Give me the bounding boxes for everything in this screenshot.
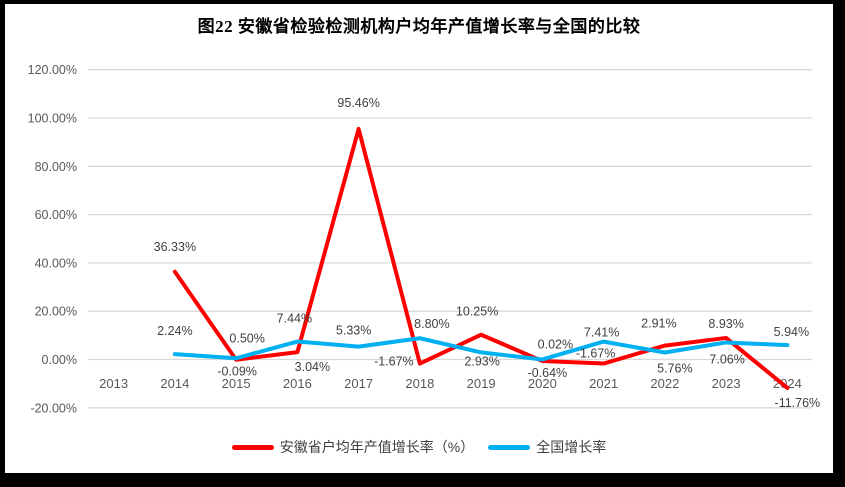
y-axis-tick-label: 100.00% bbox=[28, 112, 77, 126]
x-axis-tick-label: 2021 bbox=[589, 376, 618, 391]
x-axis-tick-label: 2015 bbox=[222, 376, 251, 391]
x-axis-tick-label: 2022 bbox=[650, 376, 679, 391]
data-point-label: 8.93% bbox=[708, 317, 743, 331]
legend-item-national: 全国增长率 bbox=[488, 437, 606, 457]
data-point-label: 5.76% bbox=[657, 362, 692, 376]
data-point-label: 5.94% bbox=[774, 325, 809, 339]
y-axis-tick-label: 60.00% bbox=[35, 208, 77, 222]
y-axis-tick-label: 80.00% bbox=[35, 160, 77, 174]
x-axis-tick-label: 2020 bbox=[528, 376, 557, 391]
chart-title: 图22 安徽省检验检测机构户均年产值增长率与全国的比较 bbox=[197, 17, 641, 36]
national-legend-label: 全国增长率 bbox=[536, 439, 607, 455]
data-point-label: 7.41% bbox=[584, 326, 619, 340]
data-point-label: 36.33% bbox=[154, 240, 196, 254]
y-axis-tick-label: -20.00% bbox=[30, 401, 77, 415]
data-point-label: -1.67% bbox=[374, 355, 414, 369]
legend: 安徽省户均年产值增长率（%） 全国增长率 bbox=[5, 437, 833, 457]
data-point-label: 2.24% bbox=[157, 324, 192, 338]
x-axis-tick-label: 2014 bbox=[160, 376, 189, 391]
x-axis-tick-label: 2017 bbox=[344, 376, 373, 391]
data-point-label: 2.93% bbox=[464, 354, 499, 368]
national-series-swatch bbox=[488, 444, 531, 450]
y-axis-tick-label: 40.00% bbox=[35, 256, 77, 270]
data-point-label: -0.09% bbox=[217, 365, 257, 379]
x-axis-tick-label: 2019 bbox=[467, 376, 496, 391]
national-series-line bbox=[172, 336, 790, 362]
data-point-label: 7.06% bbox=[709, 352, 744, 366]
data-point-label: 2.91% bbox=[641, 316, 676, 330]
x-axis-tick-label: 2016 bbox=[283, 376, 312, 391]
growth-rate-line-chart: 120.00% 100.00% 80.00% 60.00% 40.00% 20.00% 0.… bbox=[28, 63, 821, 415]
data-point-label: 0.50% bbox=[229, 331, 264, 345]
x-axis-tick-label: 2013 bbox=[99, 376, 128, 391]
anhui-legend-label: 安徽省户均年产值增长率（%） bbox=[279, 439, 475, 455]
data-point-label: 95.46% bbox=[337, 96, 379, 110]
anhui-series-swatch bbox=[231, 444, 274, 450]
legend-item-anhui: 安徽省户均年产值增长率（%） bbox=[231, 437, 475, 457]
data-point-label: 10.25% bbox=[456, 305, 498, 319]
x-axis-tick-label: 2018 bbox=[405, 376, 434, 391]
data-point-label: 8.80% bbox=[414, 317, 449, 331]
data-point-label: 3.04% bbox=[295, 360, 330, 374]
data-point-label: -1.67% bbox=[576, 347, 616, 361]
data-point-label: -0.64% bbox=[528, 366, 568, 380]
anhui-series-line bbox=[172, 126, 790, 390]
y-axis-tick-label: 0.00% bbox=[42, 353, 77, 367]
y-axis-tick-label: 20.00% bbox=[35, 305, 77, 319]
x-axis-tick-label: 2023 bbox=[712, 376, 741, 391]
data-point-label: -11.76% bbox=[775, 396, 821, 410]
data-point-label: 5.33% bbox=[336, 324, 371, 338]
data-point-label: 0.02% bbox=[538, 337, 573, 351]
data-point-label: 7.44% bbox=[277, 312, 312, 326]
y-axis-tick-label: 120.00% bbox=[28, 63, 77, 77]
